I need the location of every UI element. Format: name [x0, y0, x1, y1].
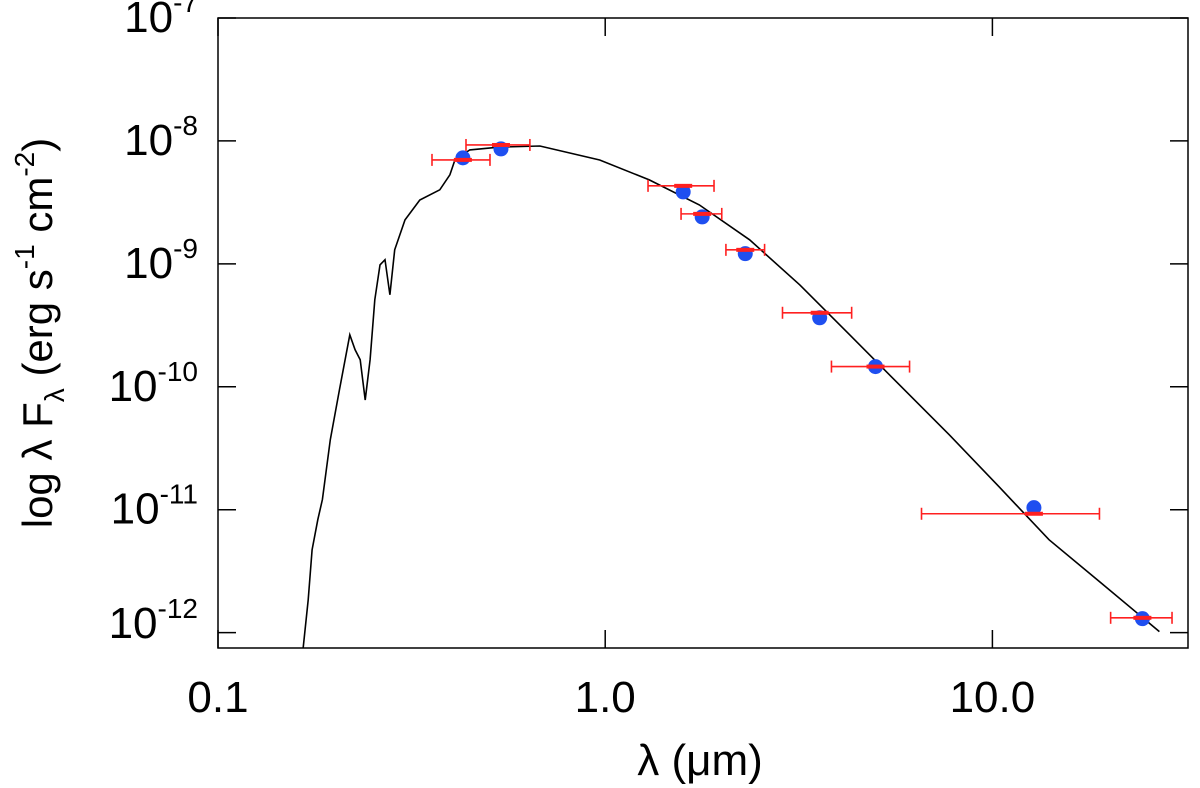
observed-point	[674, 183, 693, 188]
y-tick-label: 10-7	[124, 0, 198, 42]
x-tick-label: 1.0	[575, 673, 636, 722]
y-axis-label-part: )	[14, 138, 61, 152]
observed-point	[1133, 615, 1152, 620]
y-tick-label-exponent: -7	[173, 0, 198, 18]
y-tick-label-base: 10	[124, 116, 173, 165]
y-tick-label-base: 10	[124, 239, 173, 288]
y-axis-label-part: -1	[9, 244, 40, 269]
y-tick-label: 10-12	[109, 593, 198, 648]
y-tick-label-base: 10	[109, 599, 158, 648]
y-tick-label: 10-10	[109, 356, 198, 411]
x-tick-label: 10.0	[950, 673, 1036, 722]
synthetic-point	[675, 184, 691, 200]
y-tick-label-base: 10	[109, 362, 158, 411]
y-tick-label: 10-11	[111, 479, 198, 534]
x-axis-label: λ (μm)	[637, 736, 763, 785]
y-axis-label-part: cm	[14, 177, 61, 245]
y-axis-label-part: λ	[39, 388, 70, 402]
observed-point	[1024, 511, 1043, 516]
y-tick-label-base: 10	[111, 485, 160, 534]
y-axis-label-part: (erg s	[14, 269, 61, 388]
y-tick-label-base: 10	[124, 0, 173, 42]
observed-point	[491, 142, 510, 147]
y-tick-label-exponent: -11	[160, 479, 198, 510]
plot-frame	[217, 17, 1189, 649]
synthetic-point	[455, 150, 471, 166]
y-tick-label: 10-9	[124, 233, 198, 288]
y-axis-label-part: -2	[9, 152, 40, 177]
y-axis-label-part: log λ F	[14, 402, 61, 528]
observed-point	[736, 247, 755, 252]
observed-point	[453, 157, 472, 162]
x-tick-label: 0.1	[187, 673, 248, 722]
synthetic-point	[1026, 500, 1042, 516]
y-tick-label-exponent: -8	[173, 110, 198, 141]
y-tick-label-exponent: -12	[158, 593, 198, 624]
y-tick-label: 10-8	[124, 110, 198, 165]
y-axis-label: log λ Fλ (erg s-1 cm-2)	[9, 138, 70, 529]
observed-point	[693, 211, 712, 216]
model-spectrum	[302, 145, 1160, 648]
synthetic-point	[694, 209, 710, 225]
y-tick-label-exponent: -9	[173, 233, 198, 264]
observed-point	[810, 310, 829, 315]
observed-point	[866, 364, 885, 369]
y-tick-label-exponent: -10	[158, 356, 198, 387]
